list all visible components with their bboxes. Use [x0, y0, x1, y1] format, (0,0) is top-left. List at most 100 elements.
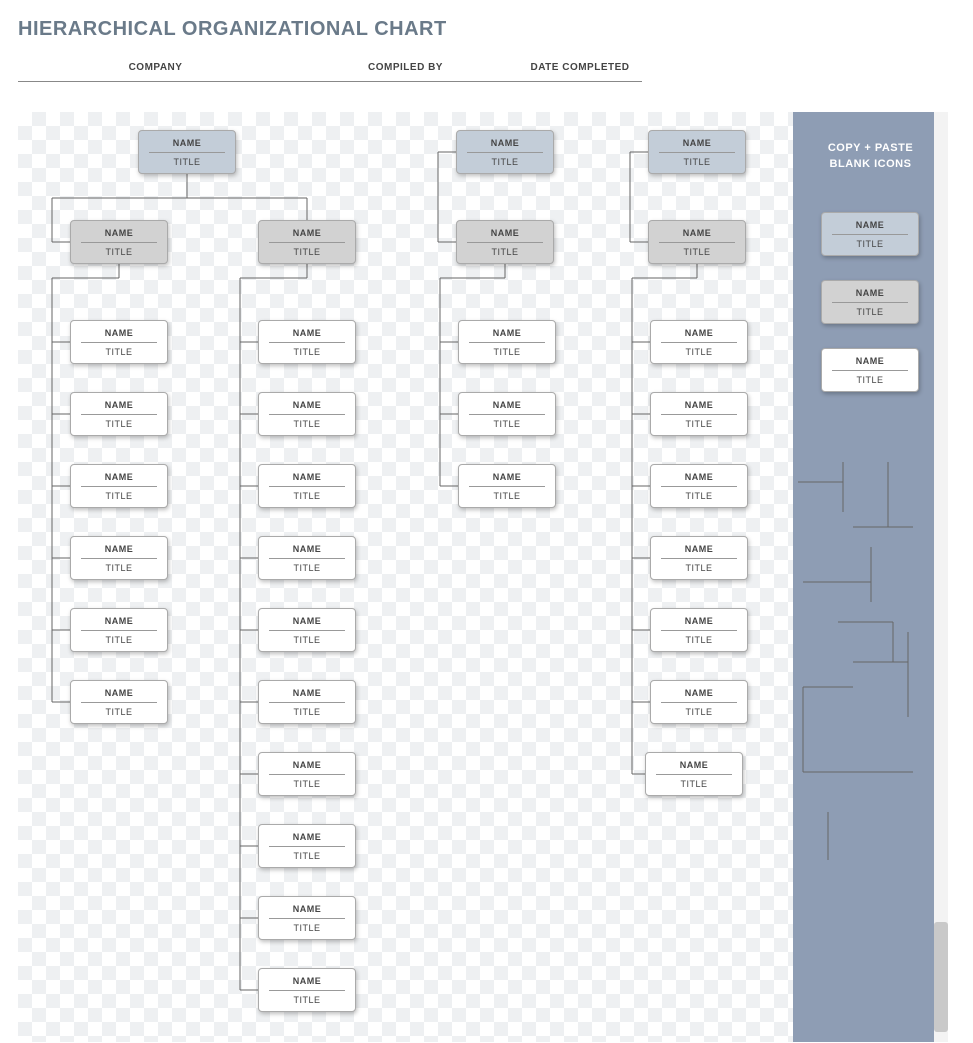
org-node-mid[interactable]: NAMETITLE: [70, 220, 168, 264]
sidebar-sample-node[interactable]: NAMETITLE: [821, 280, 919, 324]
org-node-divider: [661, 702, 737, 703]
org-node-leaf[interactable]: NAME TITLE: [650, 320, 748, 364]
org-node-leaf[interactable]: NAMETITLE: [70, 608, 168, 652]
sidebar-sample-node[interactable]: NAMETITLE: [821, 348, 919, 392]
org-node-title: TITLE: [651, 347, 747, 357]
org-node-title: TITLE: [459, 419, 555, 429]
org-node-name: NAME: [259, 760, 355, 770]
org-node-title: TITLE: [457, 247, 553, 257]
org-node-name: NAME: [651, 400, 747, 410]
org-node-name: NAME: [259, 976, 355, 986]
org-node-name: NAME: [459, 328, 555, 338]
scrollbar[interactable]: [934, 112, 948, 1042]
org-node-leaf[interactable]: NAMETITLE: [650, 608, 748, 652]
org-node-title: TITLE: [259, 995, 355, 1005]
meta-compiled-by-label: COMPILED BY: [293, 55, 518, 81]
sidebar-sample-node[interactable]: NAME TITLE: [821, 212, 919, 256]
scroll-thumb[interactable]: [934, 922, 948, 1032]
org-node-divider: [269, 630, 345, 631]
org-node-title: TITLE: [822, 239, 918, 249]
org-node-leaf[interactable]: NAMETITLE: [258, 536, 356, 580]
org-node-name: NAME: [649, 228, 745, 238]
org-node-mid[interactable]: NAME TITLE: [258, 220, 356, 264]
org-node-divider: [81, 486, 157, 487]
org-node-name: NAME: [651, 688, 747, 698]
org-node-divider: [269, 558, 345, 559]
org-node-leaf[interactable]: NAMETITLE: [258, 320, 356, 364]
org-node-title: TITLE: [259, 923, 355, 933]
org-node-divider: [269, 990, 345, 991]
org-node-leaf[interactable]: NAMETITLE: [650, 536, 748, 580]
meta-company-label: COMPANY: [18, 55, 293, 81]
org-node-name: NAME: [651, 328, 747, 338]
org-node-divider: [81, 414, 157, 415]
org-node-divider: [467, 152, 543, 153]
org-node-name: NAME: [259, 544, 355, 554]
org-node-leaf[interactable]: NAMETITLE: [70, 536, 168, 580]
org-node-leaf[interactable]: NAME TITLE: [650, 392, 748, 436]
org-node-leaf[interactable]: NAMETITLE: [258, 824, 356, 868]
org-node-divider: [269, 918, 345, 919]
org-node-title: TITLE: [259, 247, 355, 257]
org-node-title: TITLE: [71, 491, 167, 501]
org-node-leaf[interactable]: NAME TITLE: [458, 464, 556, 508]
org-node-title: TITLE: [259, 707, 355, 717]
org-node-name: NAME: [651, 472, 747, 482]
org-node-divider: [269, 242, 345, 243]
org-node-title: TITLE: [139, 157, 235, 167]
org-node-leaf[interactable]: NAMETITLE: [458, 392, 556, 436]
org-node-divider: [269, 342, 345, 343]
org-node-name: NAME: [459, 472, 555, 482]
org-node-name: NAME: [259, 904, 355, 914]
meta-date-completed-label: DATE COMPLETED: [518, 55, 642, 81]
org-node-title: TITLE: [651, 419, 747, 429]
org-node-divider: [661, 630, 737, 631]
org-node-title: TITLE: [259, 635, 355, 645]
org-node-leaf[interactable]: NAMETITLE: [70, 392, 168, 436]
org-node-leaf[interactable]: NAMETITLE: [645, 752, 743, 796]
org-node-leaf[interactable]: NAMETITLE: [258, 752, 356, 796]
org-node-name: NAME: [822, 220, 918, 230]
org-node-name: NAME: [259, 832, 355, 842]
org-node-name: NAME: [822, 356, 918, 366]
org-node-name: NAME: [259, 472, 355, 482]
org-node-divider: [656, 774, 732, 775]
org-node-title: TITLE: [649, 157, 745, 167]
org-node-mid[interactable]: NAMETITLE: [456, 220, 554, 264]
org-node-leaf[interactable]: NAME TITLE: [258, 896, 356, 940]
meta-row: COMPANY COMPILED BY DATE COMPLETED: [18, 55, 642, 82]
org-node-title: TITLE: [71, 419, 167, 429]
org-node-divider: [469, 342, 545, 343]
org-node-title: TITLE: [459, 491, 555, 501]
org-node-top[interactable]: NAMETITLE: [138, 130, 236, 174]
org-node-leaf[interactable]: NAME TITLE: [650, 680, 748, 724]
org-node-name: NAME: [649, 138, 745, 148]
org-node-divider: [469, 486, 545, 487]
org-node-name: NAME: [259, 616, 355, 626]
org-node-name: NAME: [651, 544, 747, 554]
org-node-name: NAME: [822, 288, 918, 298]
org-node-top[interactable]: NAME TITLE: [648, 130, 746, 174]
org-node-divider: [81, 630, 157, 631]
org-node-leaf[interactable]: NAMETITLE: [258, 392, 356, 436]
org-node-leaf[interactable]: NAME TITLE: [258, 968, 356, 1012]
org-node-mid[interactable]: NAMETITLE: [648, 220, 746, 264]
org-node-divider: [659, 242, 735, 243]
org-node-divider: [661, 414, 737, 415]
org-node-leaf[interactable]: NAMETITLE: [70, 320, 168, 364]
org-node-leaf[interactable]: NAMETITLE: [70, 680, 168, 724]
org-node-leaf[interactable]: NAMETITLE: [258, 680, 356, 724]
org-node-top[interactable]: NAMETITLE: [456, 130, 554, 174]
org-node-title: TITLE: [71, 563, 167, 573]
org-node-leaf[interactable]: NAMETITLE: [458, 320, 556, 364]
org-node-name: NAME: [259, 228, 355, 238]
org-node-divider: [81, 342, 157, 343]
org-node-leaf[interactable]: NAME TITLE: [258, 608, 356, 652]
sidebar: COPY + PASTEBLANK ICONS NAMETITLENAMETIT…: [793, 112, 948, 1042]
org-node-title: TITLE: [651, 707, 747, 717]
org-node-divider: [269, 846, 345, 847]
org-node-leaf[interactable]: NAMETITLE: [70, 464, 168, 508]
org-node-name: NAME: [71, 328, 167, 338]
org-node-leaf[interactable]: NAMETITLE: [258, 464, 356, 508]
org-node-leaf[interactable]: NAMETITLE: [650, 464, 748, 508]
